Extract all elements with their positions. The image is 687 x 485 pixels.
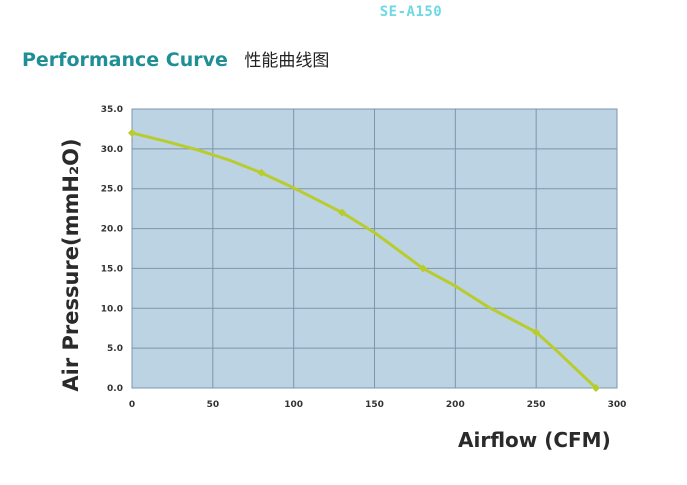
data-point-marker <box>591 384 600 392</box>
x-tick-label: 300 <box>608 400 627 410</box>
y-tick-label: 10.0 <box>101 304 123 314</box>
y-axis-label: Air Pressure(mmH₂O) <box>59 138 83 392</box>
y-tick-label: 0.0 <box>107 384 123 394</box>
y-tick-label: 35.0 <box>101 105 123 115</box>
x-tick-label: 150 <box>365 400 384 410</box>
performance-curve-line <box>130 131 598 390</box>
y-tick-label: 25.0 <box>101 185 123 195</box>
title-english: Performance Curve <box>22 49 228 71</box>
x-tick-label: 100 <box>284 400 303 410</box>
data-point-marker <box>338 208 347 217</box>
x-tick-label: 200 <box>446 400 465 410</box>
x-tick-label: 250 <box>527 400 546 410</box>
data-point-marker <box>128 128 136 137</box>
y-tick-label: 30.0 <box>101 145 123 155</box>
y-tick-label: 20.0 <box>101 225 123 235</box>
data-point-marker <box>257 168 266 177</box>
y-tick-label: 15.0 <box>101 264 123 274</box>
title-chinese: 性能曲线图 <box>244 51 330 71</box>
data-point-marker <box>419 264 427 273</box>
x-tick-label: 0 <box>129 400 135 410</box>
x-axis-label: Airflow (CFM) <box>458 428 611 452</box>
x-tick-label: 50 <box>207 400 220 410</box>
data-point-marker <box>532 328 541 337</box>
model-number: SE-A150 <box>379 4 443 20</box>
y-tick-label: 5.0 <box>107 344 123 354</box>
page-heading: Performance Curve 性能曲线图 <box>22 46 329 71</box>
